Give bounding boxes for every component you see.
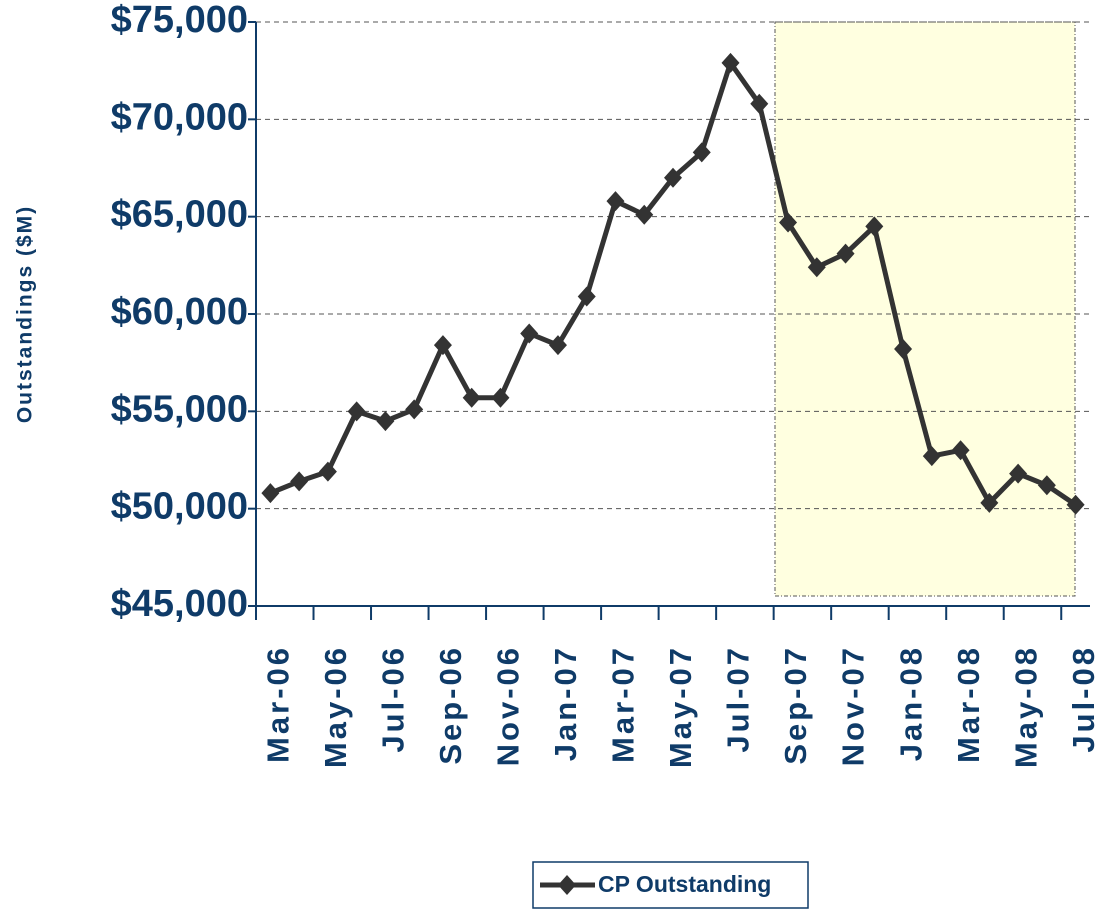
y-tick-label: $45,000 xyxy=(111,583,248,625)
y-tick-label: $50,000 xyxy=(111,486,248,528)
point xyxy=(1009,463,1028,484)
point xyxy=(1037,475,1056,496)
point xyxy=(376,411,395,432)
point xyxy=(347,401,366,422)
x-tick-label: May-07 xyxy=(663,645,698,768)
point xyxy=(318,461,337,482)
point xyxy=(664,167,682,188)
shaded-region xyxy=(774,21,1076,597)
point xyxy=(462,387,481,408)
point xyxy=(261,483,280,504)
x-tick-label: Sep-07 xyxy=(778,645,813,765)
x-tick-label: Mar-07 xyxy=(606,645,641,763)
point xyxy=(750,93,769,114)
legend-label: CP Outstanding xyxy=(598,871,771,897)
point xyxy=(635,204,654,225)
point xyxy=(836,243,855,264)
point xyxy=(894,339,913,360)
point xyxy=(405,399,424,420)
x-tick-label: Nov-06 xyxy=(491,645,526,766)
y-tick-label: $75,000 xyxy=(111,0,248,41)
point xyxy=(577,286,596,307)
point xyxy=(779,212,798,233)
y-tick-label: $65,000 xyxy=(111,194,248,236)
y-tick-label: $70,000 xyxy=(111,96,248,138)
x-tick-label: Jan-08 xyxy=(893,645,928,761)
point xyxy=(1066,494,1085,515)
point xyxy=(606,191,625,212)
x-tick-label: Mar-08 xyxy=(951,645,986,763)
point xyxy=(491,387,510,408)
y-tick-label: $55,000 xyxy=(111,388,248,430)
x-tick-label: May-08 xyxy=(1008,645,1043,768)
point xyxy=(980,492,999,513)
y-tick-label: $60,000 xyxy=(111,291,248,333)
point xyxy=(433,335,452,356)
x-tick-label: Jul-06 xyxy=(376,645,411,753)
point xyxy=(548,335,567,356)
point xyxy=(692,142,711,163)
point xyxy=(865,216,884,237)
x-tick-label: May-06 xyxy=(318,645,353,768)
y-axis-label: Outstandings ($M) xyxy=(14,205,37,423)
point xyxy=(951,440,970,461)
x-tick-label: Jan-07 xyxy=(548,645,583,761)
x-tick-label: Jul-07 xyxy=(721,645,756,753)
x-tick-label: Mar-06 xyxy=(261,645,296,763)
point xyxy=(807,257,826,278)
point xyxy=(290,471,309,492)
point xyxy=(520,323,539,344)
legend-marker xyxy=(558,875,576,895)
x-tick-label: Jul-08 xyxy=(1066,645,1101,753)
x-tick-label: Sep-06 xyxy=(433,645,468,765)
point xyxy=(721,52,740,73)
point xyxy=(922,446,941,467)
x-tick-label: Nov-07 xyxy=(836,645,871,766)
